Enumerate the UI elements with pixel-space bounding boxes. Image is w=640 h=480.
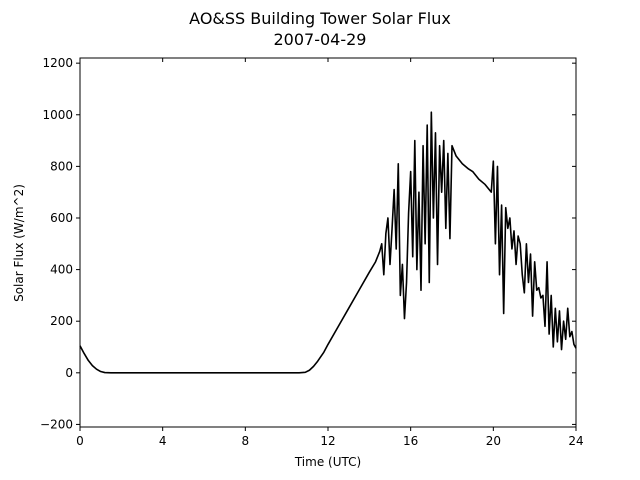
x-tick-label: 0 <box>76 434 84 448</box>
x-tick-label: 8 <box>242 434 250 448</box>
x-tick-label: 24 <box>568 434 583 448</box>
y-axis-label: Solar Flux (W/m^2) <box>12 184 26 302</box>
series-layer <box>79 111 577 374</box>
chart-title: AO&SS Building Tower Solar Flux <box>189 9 451 28</box>
x-axis-label: Time (UTC) <box>294 455 361 469</box>
x-tick-label: 12 <box>320 434 335 448</box>
y-tick-label: 0 <box>65 366 73 380</box>
y-tick-label: 400 <box>50 263 73 277</box>
y-tick-label: 1200 <box>42 56 73 70</box>
y-tick-label: −200 <box>40 417 73 431</box>
y-tick-label: 1000 <box>42 108 73 122</box>
y-tick-label: 800 <box>50 159 73 173</box>
x-tick-label: 20 <box>486 434 501 448</box>
plot-frame <box>79 57 577 428</box>
x-tick-label: 16 <box>403 434 418 448</box>
series-line-0 <box>79 111 577 374</box>
chart-subtitle: 2007-04-29 <box>274 30 367 49</box>
y-tick-label: 200 <box>50 314 73 328</box>
y-tick-label: 600 <box>50 211 73 225</box>
x-tick-label: 4 <box>159 434 167 448</box>
